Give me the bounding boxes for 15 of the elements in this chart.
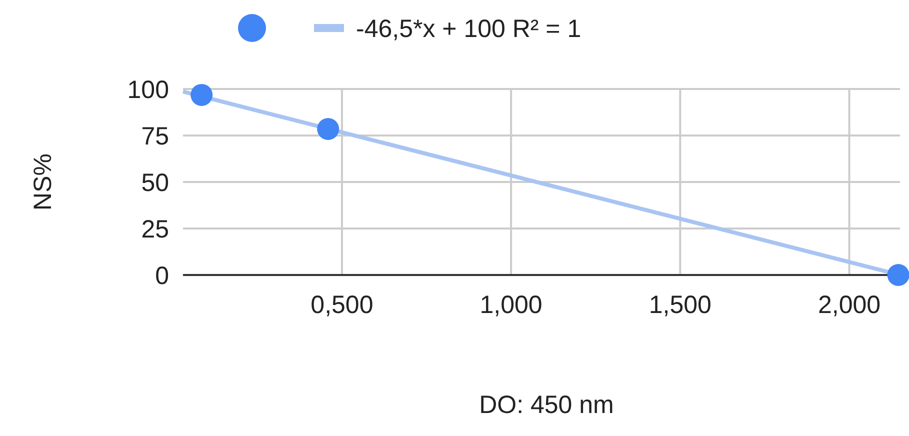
x-axis-title: DO: 450 nm bbox=[479, 391, 614, 419]
y-axis-title: NS% bbox=[28, 154, 57, 210]
y-tick-label: 25 bbox=[141, 215, 169, 244]
x-tick-label: 0,500 bbox=[310, 291, 374, 319]
x-tick-label: 2,000 bbox=[818, 291, 881, 319]
point bbox=[190, 84, 213, 106]
point bbox=[887, 264, 909, 286]
x-tick-label: 1,000 bbox=[480, 291, 542, 319]
point bbox=[317, 118, 340, 140]
y-tick-label: 0 bbox=[155, 262, 169, 290]
y-tick-label: 100 bbox=[127, 76, 169, 104]
legend-label: -46,5*x + 100 R² = 1 bbox=[356, 14, 582, 43]
x-tick-label: 1,500 bbox=[648, 291, 712, 319]
y-tick-label: 75 bbox=[141, 122, 169, 150]
y-tick-label: 50 bbox=[141, 168, 169, 197]
